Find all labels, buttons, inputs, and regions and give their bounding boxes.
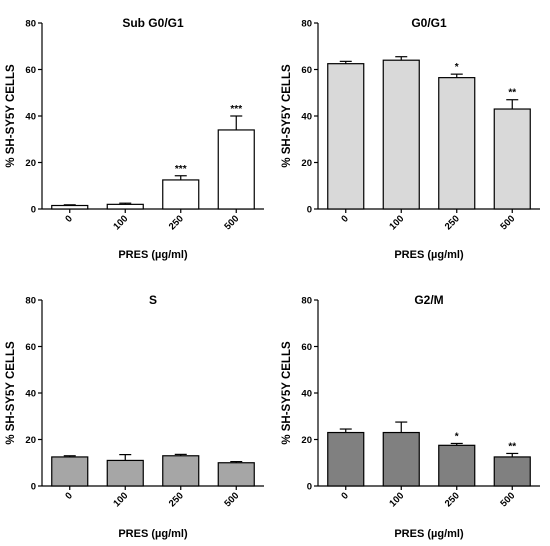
panel-3-y-tick-label: 80 <box>25 296 36 307</box>
panel-4-x-axis-label: PRES (µg/ml) <box>394 528 464 540</box>
panel-2-title: G0/G1 <box>411 16 447 30</box>
panel-1-y-axis-label: % SH-SY5Y CELLS <box>5 64 17 168</box>
panel-4-bar <box>438 444 476 487</box>
panel-4-bar <box>493 456 531 487</box>
panel-4-bar <box>327 431 365 487</box>
panel-3-title: S <box>149 293 157 307</box>
panel-2-x-tick-label: 250 <box>443 213 462 232</box>
panel-4-y-tick-label: 60 <box>301 342 312 353</box>
panel-3-y-tick-label: 20 <box>25 435 36 446</box>
panel-3-bar <box>51 456 89 487</box>
panel-1-bar <box>51 204 89 210</box>
panel-2-x-tick-label: 500 <box>498 213 517 232</box>
panel-2-y-tick-label: 40 <box>301 112 312 123</box>
panel-3-bar <box>162 455 200 487</box>
panel-3-y-tick-label: 0 <box>31 482 36 493</box>
panel-1-y-tick-label: 0 <box>31 205 36 216</box>
panel-3-bar <box>217 462 255 487</box>
panel-3-x-tick-label: 100 <box>111 490 130 509</box>
panel-2-y-tick-label: 80 <box>301 19 312 30</box>
panel-1-title: Sub G0/G1 <box>122 16 184 30</box>
panel-2-significance-marker: ** <box>508 88 516 99</box>
panel-3-y-tick-label: 40 <box>25 389 36 400</box>
panel-1-x-tick-label: 0 <box>63 213 75 225</box>
panel-1-x-tick-label: 100 <box>111 213 130 232</box>
panel-4-y-tick-label: 0 <box>307 482 312 493</box>
panel-1-y-tick-label: 20 <box>25 158 36 169</box>
panel-1-x-axis-label: PRES (µg/ml) <box>118 249 188 261</box>
panel-1-y-tick-label: 80 <box>25 19 36 30</box>
panel-4-significance-marker: * <box>455 431 459 442</box>
panel-2-y-tick-label: 0 <box>307 205 312 216</box>
panel-4-title: G2/M <box>414 293 443 307</box>
panel-4-y-axis-label: % SH-SY5Y CELLS <box>281 341 293 445</box>
panel-2-y-tick-label: 60 <box>301 65 312 76</box>
panel-2-y-axis-label: % SH-SY5Y CELLS <box>281 64 293 168</box>
panel-3-y-axis-label: % SH-SY5Y CELLS <box>5 341 17 445</box>
panel-1-bar <box>162 179 200 210</box>
panel-2-x-tick-label: 100 <box>387 213 406 232</box>
panel-1-bar <box>106 203 144 210</box>
panel-2-bar <box>382 59 420 210</box>
panel-2-significance-marker: * <box>455 62 459 73</box>
panel-4-x-tick-label: 100 <box>387 490 406 509</box>
panel-4-y-tick-label: 80 <box>301 296 312 307</box>
panel-3-bar <box>106 459 144 487</box>
panel-1-x-tick-label: 250 <box>167 213 186 232</box>
panel-3-x-tick-label: 0 <box>63 490 75 502</box>
panel-2-y-tick-label: 20 <box>301 158 312 169</box>
panel-3-x-tick-label: 500 <box>222 490 241 509</box>
panel-1-y-tick-label: 60 <box>25 65 36 76</box>
panel-4-x-tick-label: 250 <box>443 490 462 509</box>
panel-3-y-tick-label: 60 <box>25 342 36 353</box>
panel-1-x-tick-label: 500 <box>222 213 241 232</box>
panel-4-y-tick-label: 40 <box>301 389 312 400</box>
panel-3-x-tick-label: 250 <box>167 490 186 509</box>
panel-4-y-tick-label: 20 <box>301 435 312 446</box>
panel-2-bar <box>438 77 476 210</box>
panel-2-x-axis-label: PRES (µg/ml) <box>394 249 464 261</box>
panel-4-x-tick-label: 500 <box>498 490 517 509</box>
panel-1-bar <box>217 129 255 210</box>
panel-1-significance-marker: *** <box>175 164 187 175</box>
panel-4-significance-marker: ** <box>508 441 516 452</box>
panel-4-bar <box>382 431 420 487</box>
panel-2-bar <box>493 108 531 210</box>
panel-1-y-tick-label: 40 <box>25 112 36 123</box>
panel-1-significance-marker: *** <box>230 104 242 115</box>
panel-3-x-axis-label: PRES (µg/ml) <box>118 528 188 540</box>
panel-2-bar <box>327 63 365 210</box>
panel-4-x-tick-label: 0 <box>339 490 351 502</box>
panel-2-x-tick-label: 0 <box>339 213 351 225</box>
